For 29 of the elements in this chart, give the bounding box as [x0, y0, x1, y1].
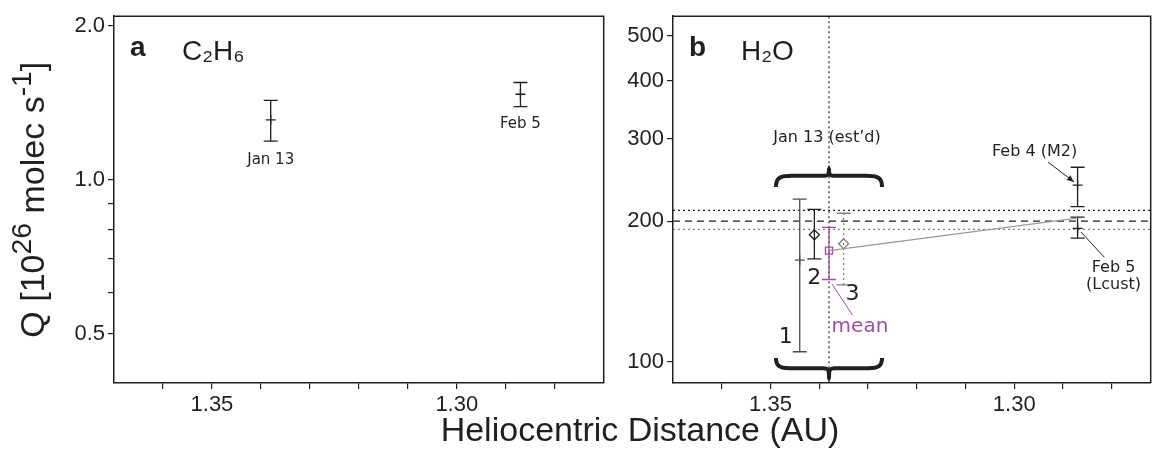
annotation: 2 — [807, 263, 822, 289]
annotation: Feb 5 — [500, 114, 541, 133]
annotation: 1 — [778, 322, 793, 348]
annotation: Feb 4 (M2) — [992, 141, 1078, 161]
point — [824, 246, 834, 255]
point — [1071, 222, 1084, 235]
point — [837, 238, 850, 250]
text: H₂O — [741, 35, 794, 67]
annotation: 3 — [845, 280, 860, 306]
annotation: Feb 5 — [1091, 256, 1136, 276]
x-tick-label: 1.30 — [992, 391, 1036, 417]
y-tick-label: 200 — [627, 207, 664, 233]
y-tick-label: 300 — [627, 125, 664, 151]
annotation: Jan 13 (est’d) — [772, 127, 881, 147]
annotation: mean — [831, 312, 889, 337]
x-tick-label: 1.35 — [190, 391, 234, 417]
point — [794, 254, 806, 266]
annotation: (Lcust) — [1086, 273, 1142, 293]
text: b — [689, 31, 707, 63]
y-tick-label: 100 — [627, 347, 664, 373]
point — [808, 229, 821, 241]
text: C₂H₆ — [182, 35, 245, 67]
y-tick-label: 500 — [627, 21, 664, 47]
y-tick-label: 400 — [627, 66, 664, 92]
annotation: Jan 13 — [246, 149, 295, 168]
text: a — [130, 31, 146, 63]
y-tick-label: 0.5 — [74, 319, 105, 345]
y-tick-label: 2.0 — [74, 12, 105, 38]
y-tick-label: 1.0 — [74, 165, 105, 191]
